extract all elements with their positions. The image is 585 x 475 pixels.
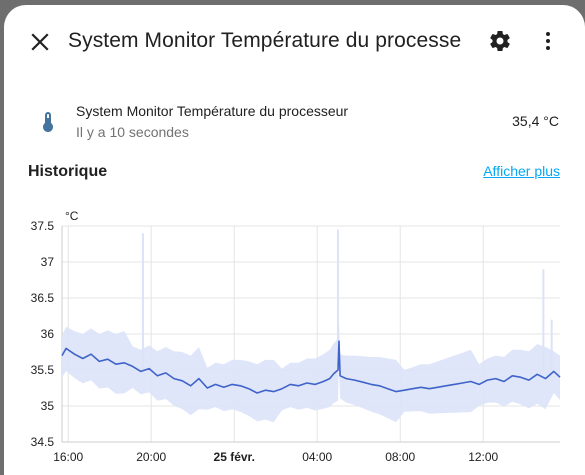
x-tick-label: 12:00 [468, 450, 498, 464]
entity-state-value: 35,4 °C [512, 113, 559, 129]
more-options-button[interactable] [528, 21, 568, 61]
show-more-link[interactable]: Afficher plus [483, 163, 560, 179]
history-title: Historique [28, 163, 108, 180]
min-max-band [62, 321, 560, 423]
entity-name: System Monitor Température du processeur [76, 103, 349, 119]
gear-icon [490, 31, 510, 51]
history-chart: 37.5 37 36.5 36 35.5 35 34.516:00 20:00 25 févr.… [31, 209, 561, 464]
entity-last-changed: Il y a 10 secondes [76, 124, 189, 140]
dots-vertical-icon [546, 32, 550, 50]
y-tick-label: 37.5 [31, 219, 55, 233]
y-tick-label: 37 [41, 255, 55, 269]
y-tick-label: 36 [41, 327, 55, 341]
more-info-dialog: System Monitor Température du processe S… [4, 5, 585, 475]
y-tick-label: 34.5 [31, 435, 55, 449]
entity-row: System Monitor Température du processeur… [4, 97, 585, 147]
y-tick-label: 36.5 [31, 291, 55, 305]
y-tick-label: 35.5 [31, 363, 55, 377]
dialog-title: System Monitor Température du processe [68, 29, 462, 52]
x-tick-label: 25 févr. [214, 450, 255, 464]
y-axis-unit: °C [65, 209, 79, 223]
temperature-series-line [61, 340, 561, 394]
close-icon [31, 33, 49, 51]
settings-button[interactable] [480, 21, 520, 61]
x-tick-label: 08:00 [385, 450, 415, 464]
y-tick-label: 35 [41, 399, 55, 413]
x-tick-label: 20:00 [136, 450, 166, 464]
x-tick-label: 16:00 [53, 450, 83, 464]
close-button[interactable] [20, 22, 60, 62]
thermometer-icon [43, 112, 53, 132]
x-tick-label: 04:00 [302, 450, 332, 464]
